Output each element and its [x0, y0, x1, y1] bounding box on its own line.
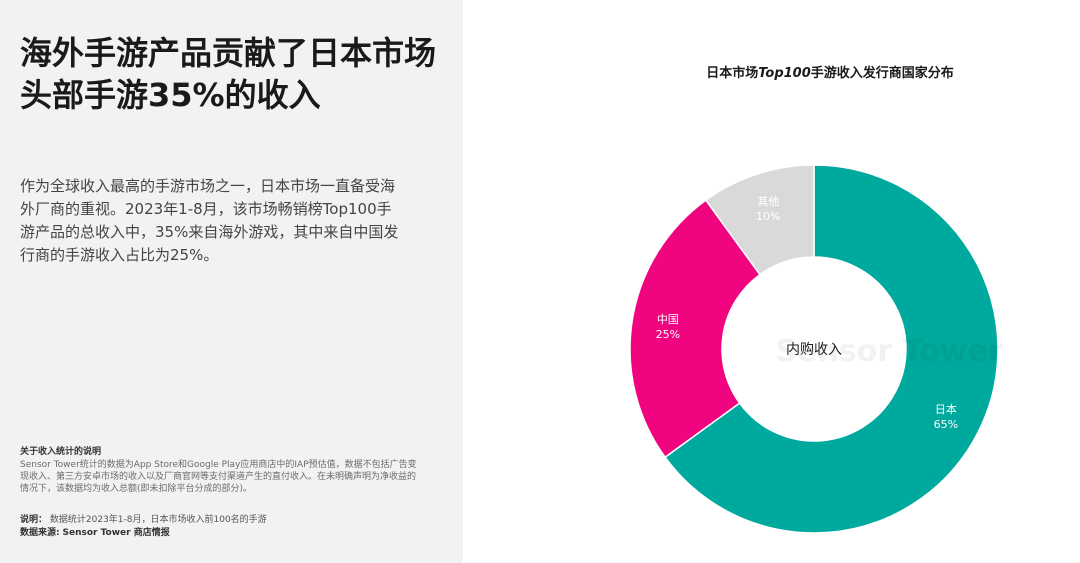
slice-label-1: 中国 [657, 313, 679, 326]
note-body: Sensor Tower统计的数据为App Store和Google Play应… [20, 460, 417, 494]
donut-slice-1 [629, 199, 761, 459]
page-title: 海外手游产品贡献了日本市场头部手游35%的收入 [20, 34, 437, 114]
slice-value-2: 10% [756, 210, 780, 223]
footer-description-text: 数据统计2023年1-8月，日本市场收入前100名的手游 [49, 515, 267, 525]
note-title: 关于收入统计的说明 [20, 447, 102, 457]
chart-title: 日本市场Top100手游收入发行商国家分布 [640, 62, 1020, 81]
footer-notes: 说明： 数据统计2023年1-8月，日本市场收入前100名的手游 数据来源: S… [20, 514, 440, 540]
watermark-text: Sensor Tower [776, 334, 1003, 369]
footer-source: 数据来源: Sensor Tower 商店情报 [20, 527, 440, 540]
center-label: 内购收入 [786, 342, 842, 358]
slice-value-0: 65% [934, 418, 958, 431]
chart-title-em: Top100 [758, 66, 811, 81]
left-panel: 海外手游产品贡献了日本市场头部手游35%的收入 作为全球收入最高的手游市场之一，… [0, 0, 463, 563]
revenue-note: 关于收入统计的说明 Sensor Tower统计的数据为App Store和Go… [20, 446, 420, 495]
footer-description: 说明： 数据统计2023年1-8月，日本市场收入前100名的手游 [20, 514, 440, 527]
slice-label-2: 其他 [757, 195, 779, 208]
description-text: 作为全球收入最高的手游市场之一，日本市场一直备受海外厂商的重视。2023年1-8… [20, 177, 399, 264]
donut-slice-2 [704, 164, 815, 276]
footer-source-text: Sensor Tower 商店情报 [62, 528, 170, 538]
donut-slice-0 [664, 164, 999, 534]
chart-title-post: 手游收入发行商国家分布 [810, 66, 954, 81]
footer-description-label: 说明： [20, 515, 48, 525]
footer-source-label: 数据来源: [20, 528, 60, 538]
slice-label-0: 日本 [935, 402, 957, 416]
slice-value-1: 25% [656, 328, 680, 341]
chart-title-pre: 日本市场 [706, 66, 759, 81]
